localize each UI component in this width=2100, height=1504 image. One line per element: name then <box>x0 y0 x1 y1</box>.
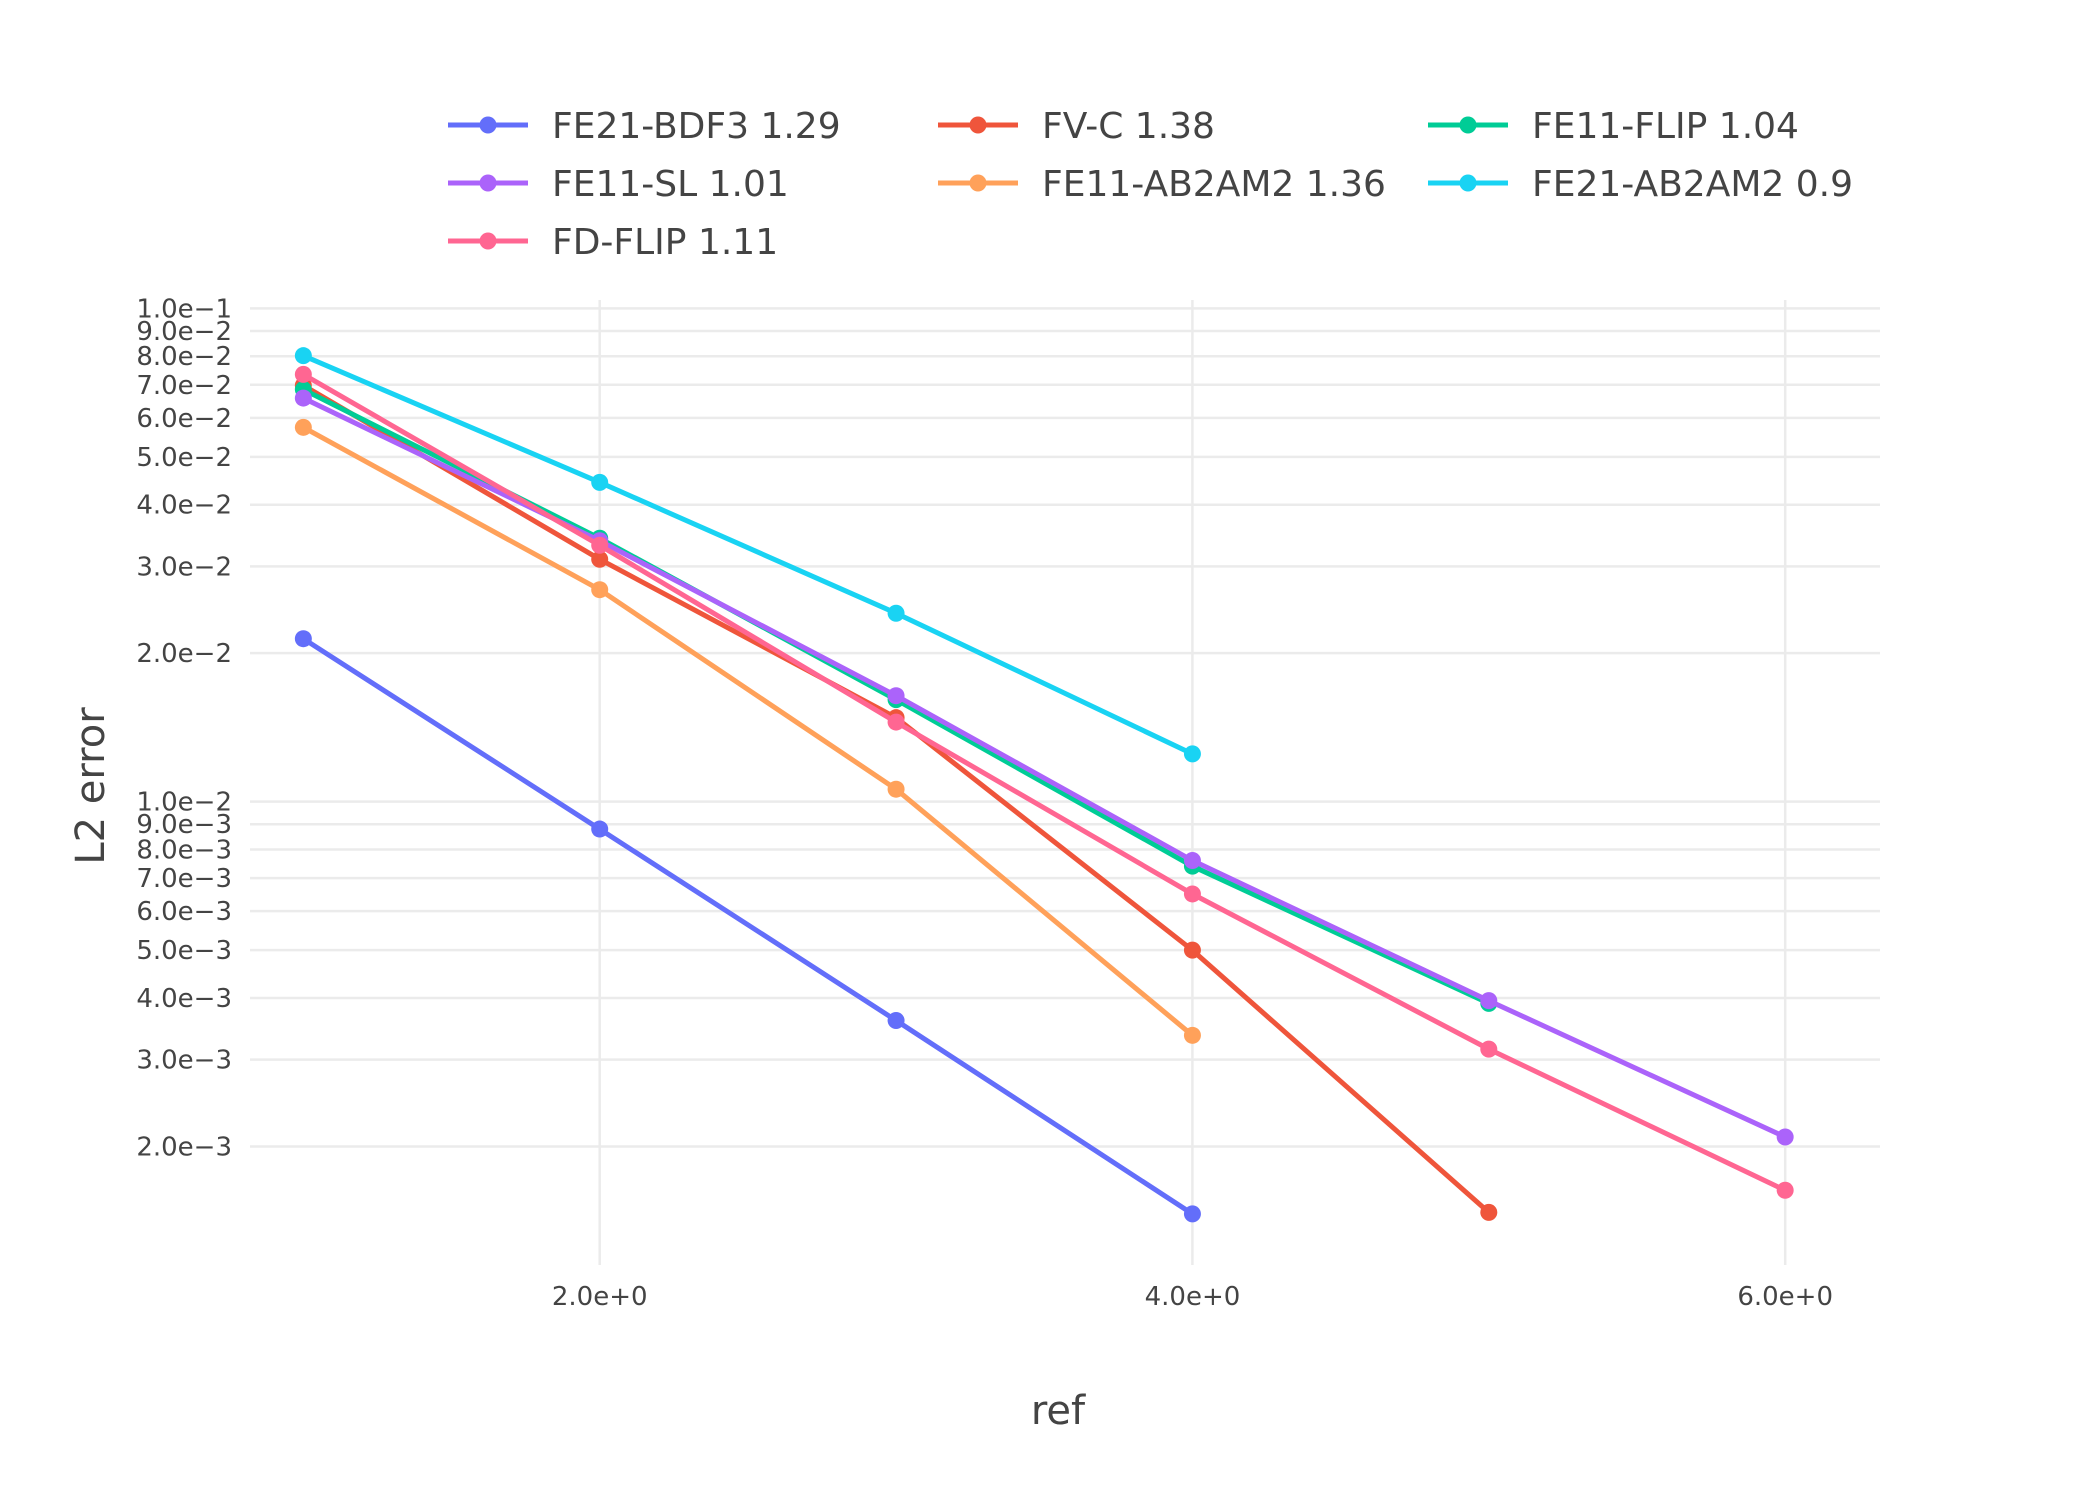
y-tick-label: 6.0e−3 <box>136 897 232 927</box>
data-point <box>1183 885 1201 903</box>
data-point <box>887 780 905 798</box>
y-tick-label: 2.0e−3 <box>136 1132 232 1162</box>
legend-item[interactable]: FE11-FLIP 1.04 <box>1428 106 1799 147</box>
series-line <box>300 424 1195 1038</box>
y-tick-label: 5.0e−2 <box>136 443 232 473</box>
y-tick-label: 1.0e−2 <box>136 788 232 818</box>
data-point <box>591 550 609 568</box>
legend: FE21-BDF3 1.29 FV-C 1.38 FE11-FLIP 1.04 FE1… <box>448 106 1853 263</box>
legend-label: FE21-BDF3 1.29 <box>552 106 841 147</box>
legend-swatch-marker <box>479 174 497 192</box>
y-tick-label: 2.0e−2 <box>136 639 232 669</box>
data-point <box>591 473 609 491</box>
y-tick-label: 3.0e−2 <box>136 552 232 582</box>
x-axis-ticks: 2.0e+0 4.0e+0 6.0e+0 <box>552 1282 1833 1312</box>
legend-swatch-marker <box>1459 174 1477 192</box>
y-tick-label: 6.0e−2 <box>136 404 232 434</box>
legend-item[interactable]: FD-FLIP 1.11 <box>448 222 778 263</box>
y-tick-label: 9.0e−3 <box>136 810 232 840</box>
data-point <box>1183 941 1201 959</box>
legend-item[interactable]: FE11-AB2AM2 1.36 <box>938 164 1386 205</box>
y-tick-label: 8.0e−2 <box>136 342 232 372</box>
legend-label: FV-C 1.38 <box>1042 106 1215 147</box>
y-tick-label: 7.0e−3 <box>136 864 232 894</box>
legend-swatch-marker <box>479 232 497 250</box>
y-axis-title: L2 error <box>68 707 114 865</box>
series-6 <box>294 347 1201 763</box>
x-tick-label: 2.0e+0 <box>552 1282 648 1312</box>
x-axis-title: ref <box>1031 1388 1086 1434</box>
data-point <box>294 389 312 407</box>
y-tick-label: 3.0e−3 <box>136 1046 232 1076</box>
x-tick-label: 6.0e+0 <box>1737 1282 1833 1312</box>
data-point <box>591 536 609 554</box>
y-tick-label: 1.0e−1 <box>136 294 232 324</box>
legend-label: FD-FLIP 1.11 <box>552 222 778 263</box>
legend-swatch-marker <box>969 116 987 134</box>
legend-swatch-marker <box>969 174 987 192</box>
legend-item[interactable]: FE21-AB2AM2 0.9 <box>1428 164 1853 205</box>
data-point <box>887 713 905 731</box>
y-tick-label: 8.0e−3 <box>136 835 232 865</box>
x-tick-label: 4.0e+0 <box>1145 1282 1241 1312</box>
y-tick-label: 4.0e−3 <box>136 984 232 1014</box>
series-line <box>300 382 1492 1215</box>
data-point <box>887 604 905 622</box>
data-point <box>294 347 312 365</box>
y-tick-label: 9.0e−2 <box>136 317 232 347</box>
series-line <box>300 371 1788 1193</box>
data-point <box>294 365 312 383</box>
legend-item[interactable]: FE21-BDF3 1.29 <box>448 106 841 147</box>
data-point <box>1776 1128 1794 1146</box>
y-tick-label: 7.0e−2 <box>136 371 232 401</box>
series-1 <box>294 630 1201 1223</box>
data-point <box>294 418 312 436</box>
data-point <box>1480 1040 1498 1058</box>
data-point <box>591 581 609 599</box>
legend-label: FE21-AB2AM2 0.9 <box>1532 164 1853 205</box>
data-point <box>1776 1181 1794 1199</box>
data-point <box>1183 1026 1201 1044</box>
legend-swatch-marker <box>1459 116 1477 134</box>
series-line <box>300 636 1195 1217</box>
data-point <box>1183 745 1201 763</box>
data-point <box>887 687 905 705</box>
legend-label: FE11-AB2AM2 1.36 <box>1042 164 1386 205</box>
data-point <box>294 630 312 648</box>
y-axis-ticks: 1.0e−19.0e−28.0e−27.0e−26.0e−2 5.0e−2 4.0e… <box>136 294 232 1162</box>
y-tick-label: 5.0e−3 <box>136 936 232 966</box>
legend-item[interactable]: FE11-SL 1.01 <box>448 164 789 205</box>
data-point <box>591 820 609 838</box>
series-5 <box>294 418 1201 1044</box>
data-point <box>1183 851 1201 869</box>
legend-swatch-marker <box>479 116 497 134</box>
series-lines <box>294 347 1794 1223</box>
gridlines <box>250 300 1880 1265</box>
legend-label: FE11-SL 1.01 <box>552 164 789 205</box>
data-point <box>887 1012 905 1030</box>
series-line <box>300 395 1788 1140</box>
series-7 <box>294 365 1794 1199</box>
legend-label: FE11-FLIP 1.04 <box>1532 106 1799 147</box>
data-point <box>1480 1203 1498 1221</box>
legend-item[interactable]: FV-C 1.38 <box>938 106 1215 147</box>
data-point <box>1480 992 1498 1010</box>
data-point <box>1183 1205 1201 1223</box>
series-4 <box>294 389 1794 1146</box>
y-tick-label: 4.0e−2 <box>136 491 232 521</box>
series-line <box>300 353 1195 757</box>
